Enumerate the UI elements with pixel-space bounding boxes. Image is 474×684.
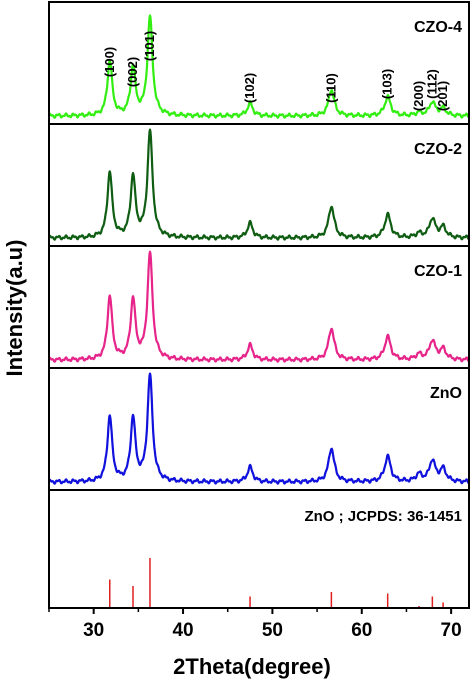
reference-label: ZnO ; JCPDS: 36-1451 xyxy=(304,508,462,525)
peak-label: (112) xyxy=(424,69,439,99)
peak-label: (101) xyxy=(142,31,157,61)
peak-label: (100) xyxy=(102,47,117,77)
x-tick-label: 60 xyxy=(351,620,372,641)
series-label-czo-2: CZO-2 xyxy=(414,141,462,158)
spectrum-line-czo-2 xyxy=(47,128,470,241)
series-label-czo-1: CZO-1 xyxy=(414,263,462,280)
x-tick-label: 70 xyxy=(441,620,462,641)
spectrum-line-zno xyxy=(47,372,470,485)
peak-label: (102) xyxy=(242,73,257,103)
peak-label: (002) xyxy=(125,57,140,87)
chart-panels: CZO-4 CZO-2 CZO-1 ZnO ZnO ; JCPDS: 36-1451 xyxy=(47,1,470,609)
x-tick-label: 50 xyxy=(262,620,283,641)
plot-frame xyxy=(48,1,470,609)
spectrum-line-czo-1 xyxy=(47,250,470,363)
x-tick-label: 30 xyxy=(83,620,104,641)
peak-labels: (100) (002)(101) (102) (110) (103) (200)(112)… xyxy=(102,31,450,111)
series-label-czo-4: CZO-4 xyxy=(414,19,462,36)
x-tick-label: 40 xyxy=(172,620,193,641)
peak-label: (110) xyxy=(323,73,338,103)
x-axis-label: 2Theta(degree) xyxy=(173,654,331,679)
peak-label: (200) xyxy=(411,81,426,111)
series-label-zno: ZnO xyxy=(430,385,462,402)
spectrum-line-czo-4 xyxy=(47,14,470,119)
peak-label: (201) xyxy=(435,81,450,111)
x-axis: 30 40 50 60 70 xyxy=(48,608,462,641)
peak-label: (103) xyxy=(380,69,395,99)
y-axis-label: Intensity(a.u) xyxy=(2,240,27,377)
